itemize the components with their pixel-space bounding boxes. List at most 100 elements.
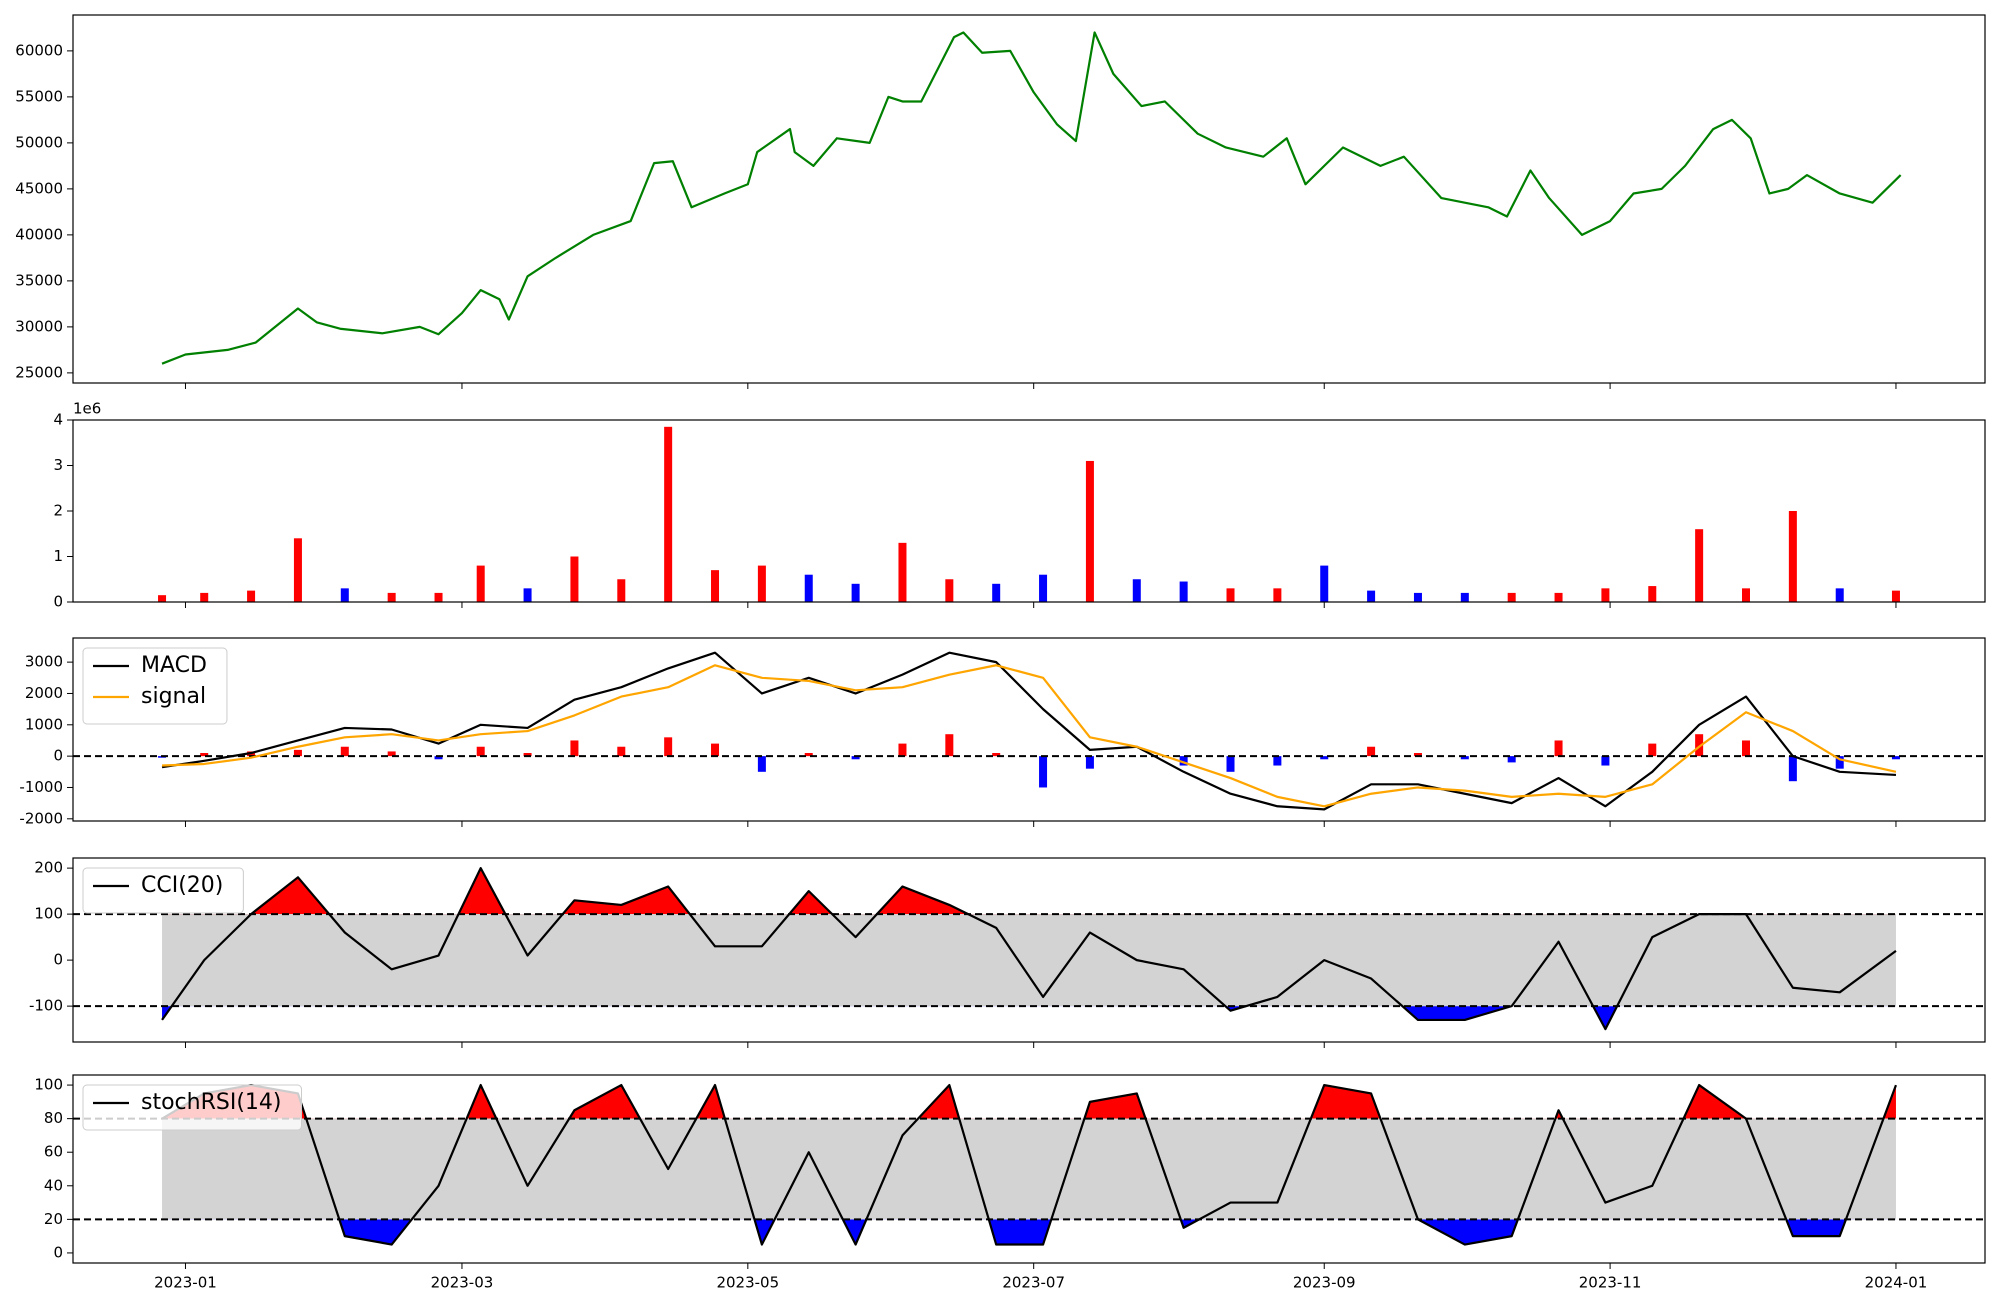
histogram-bar [293,749,302,757]
volume-bar [898,542,907,602]
overbought-fill [162,1085,1896,1119]
histogram-bar [1179,756,1188,766]
axes-frame [72,1074,1986,1264]
y-tick-label: 100 [34,1076,63,1094]
oversold-fill [162,1006,1896,1030]
histogram-bar [476,746,485,757]
histogram-bar [1413,753,1422,757]
histogram-bar [1554,740,1563,757]
volume-bar [1648,586,1657,602]
series-line [161,651,1897,811]
y-tick-label: -1000 [19,778,63,796]
legend-label: stochRSI(14) [141,1090,282,1115]
histogram-bar [945,734,954,757]
volume-bar [1891,590,1900,602]
histogram-bar [387,751,396,757]
volume-bar [340,588,349,602]
y-tick-label: 0 [53,951,63,969]
histogram-bar [711,743,720,757]
panel: 0 20 40 60 80 100 2023-01 2023-03 2023-05 2023-07… [34,1074,1986,1292]
panel: -2000 -1000 0 1000 2000 3000 MACD signal [19,637,1986,827]
y-tick-label: 55000 [15,87,63,105]
overbought-fill [251,868,969,915]
y-tick-label: 3 [53,456,63,474]
histogram-bar [898,743,907,757]
volume-bar [1742,588,1750,602]
y-tick-label: 25000 [15,363,63,381]
legend: MACD signal [82,647,228,725]
histogram-bar [851,756,860,760]
volume-bar [1179,581,1188,602]
y-offset-label: 1e6 [73,400,101,418]
volume-bar [1835,588,1844,602]
volume-bar [1085,460,1094,602]
y-tick-label: 3000 [25,653,63,671]
histogram-bar [434,756,443,760]
axes-frame [72,637,1986,822]
histogram-bar [1601,756,1610,766]
volume-bar [158,595,167,602]
y-tick-label: 40 [44,1176,63,1194]
panel: -100 0 100 200 CCI(20) [29,857,1986,1048]
x-tick-label: 2023-11 [1579,1274,1642,1292]
y-tick-label: 60 [44,1143,63,1161]
x-tick-label: 2023-03 [431,1274,494,1292]
y-tick-label: 60000 [15,41,63,59]
axes-frame [72,857,1986,1043]
histogram-bar [664,737,673,757]
x-tick-label: 2023-05 [716,1274,779,1292]
histogram-bar [1039,756,1048,788]
series-line [161,31,1902,365]
y-tick-label: -100 [29,997,63,1015]
legend: stochRSI(14) [82,1084,302,1131]
y-tick-label: 45000 [15,179,63,197]
volume-bar [1226,588,1235,602]
histogram-bar [1460,756,1469,760]
y-tick-label: 30000 [15,317,63,335]
band [162,1118,1896,1220]
volume-bar [804,574,813,602]
y-tick-label: 80 [44,1109,63,1127]
legend-label: signal [141,684,206,709]
volume-bar [711,570,720,602]
histogram-bar [1835,756,1844,769]
y-tick-label: 0 [53,1243,63,1261]
volume-bar [992,583,1001,602]
volume-bar [1554,592,1563,602]
y-tick-label: 2000 [25,684,63,702]
volume-bar [1367,590,1376,602]
y-tick-label: 4 [53,411,63,429]
x-tick-label: 2023-07 [1002,1274,1065,1292]
volume-bar [247,590,256,602]
series-line [161,664,1897,808]
histogram-bar [1891,756,1900,760]
y-tick-label: -2000 [19,809,63,827]
volume-bar [851,583,860,602]
volume-bar [1273,588,1282,602]
legend-label: MACD [141,653,207,678]
histogram-bar [200,753,209,757]
volume-bar [200,592,209,602]
plot-area [161,31,1902,365]
y-tick-label: 40000 [15,225,63,243]
histogram-bar [757,756,766,772]
plot-area [73,867,1985,1031]
volume-bar [1320,565,1329,602]
y-tick-label: 20 [44,1210,63,1228]
volume-bar [1601,588,1610,602]
histogram-bar [1742,740,1750,757]
volume-bar [1413,592,1422,602]
plot-area [73,651,1985,811]
volume-bar [757,565,766,602]
histogram-bar [1320,756,1329,760]
volume-bar [293,538,302,602]
volume-bar [570,556,579,602]
histogram-bar [523,753,532,757]
y-tick-label: 0 [53,747,63,765]
histogram-bar [992,753,1001,757]
y-tick-label: 1 [53,547,63,565]
histogram-bar [570,740,579,757]
histogram-bar [1788,756,1797,782]
y-tick-label: 35000 [15,271,63,289]
volume-bar [617,579,626,602]
